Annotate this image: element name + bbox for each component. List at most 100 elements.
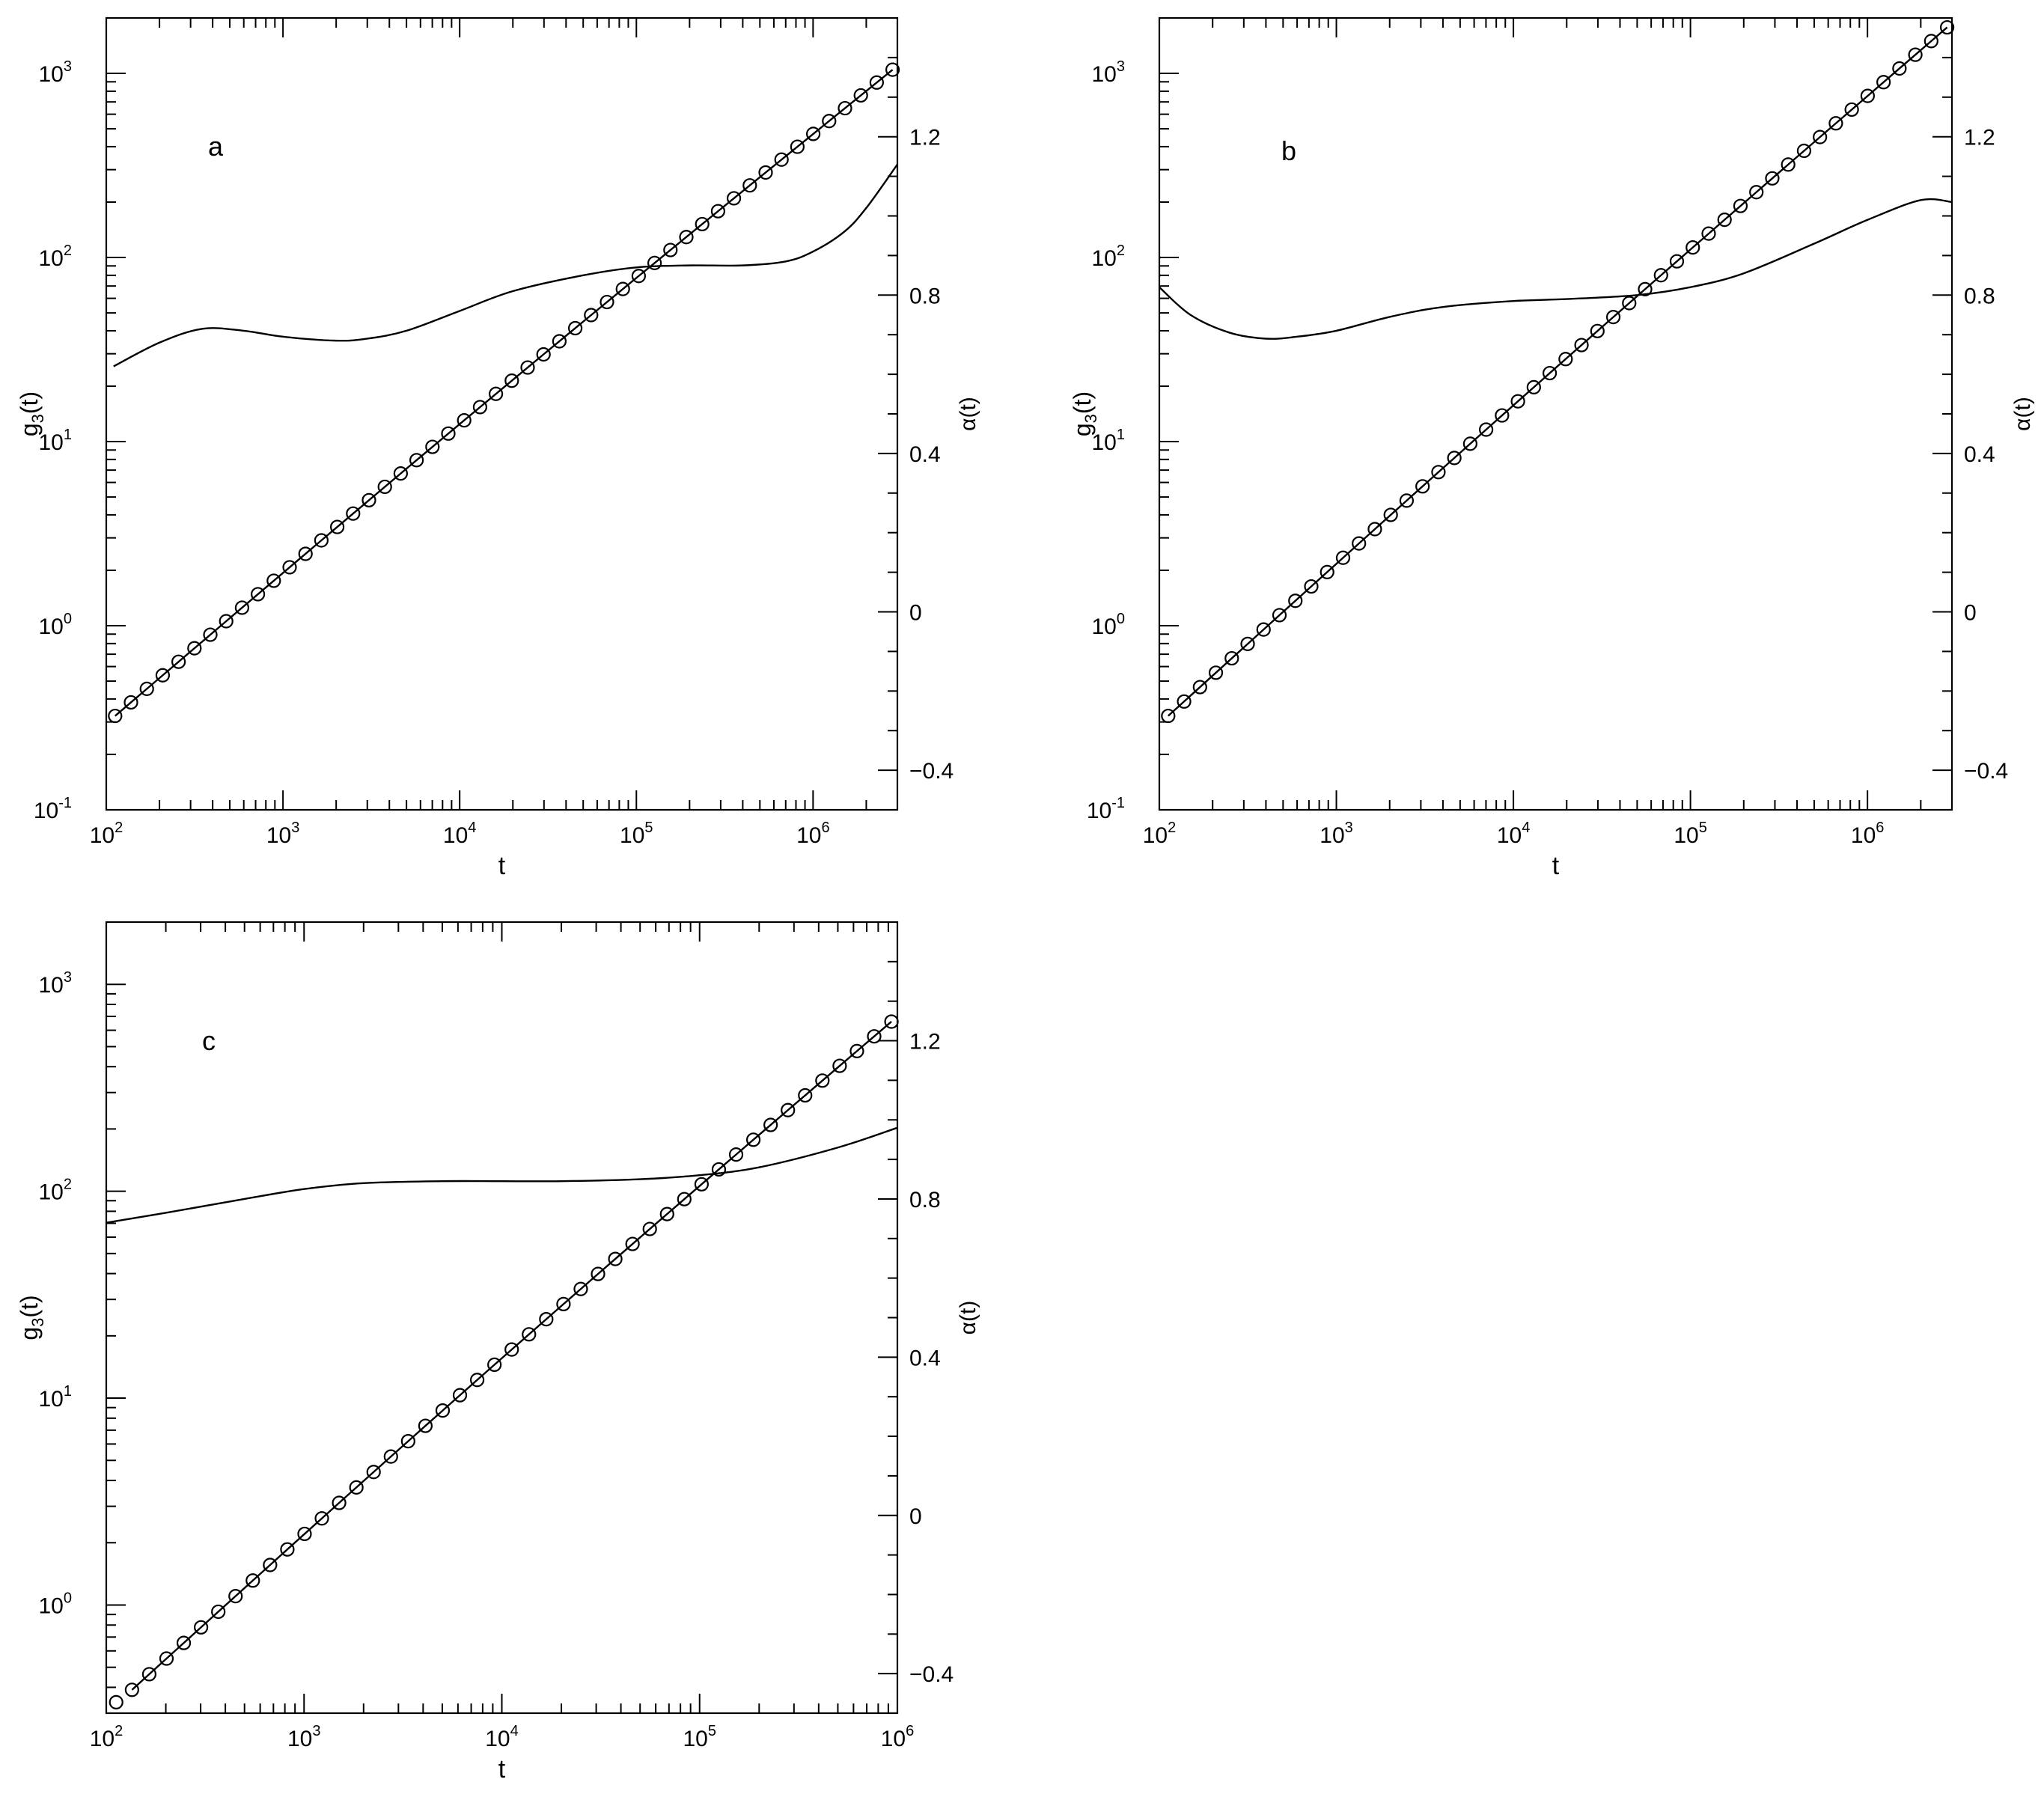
g3-marker [573, 1281, 588, 1296]
g3-marker [1415, 479, 1430, 494]
panel-c: 102 103 104 105 1061001011021031.20.80.40−0.… [16, 921, 980, 1784]
g3-marker [377, 479, 392, 495]
x-tick-label: 103 [1320, 820, 1353, 848]
x-tick-label: 102 [90, 820, 123, 848]
y-tick-label-exponent: 2 [1117, 242, 1125, 259]
g3-marker [1383, 507, 1398, 522]
y-tick-label-exponent: -1 [1111, 795, 1125, 811]
g3-marker [504, 1342, 519, 1357]
g3-marker [211, 1604, 226, 1620]
g3-marker [1733, 198, 1748, 213]
y-tick-label-base: 10 [34, 799, 58, 823]
x-tick-label: 106 [796, 820, 830, 848]
y-tick-label-exponent: 3 [64, 58, 72, 75]
x-tick-label-exponent: 6 [1876, 820, 1884, 836]
g3-marker [536, 347, 551, 362]
y-tick-label: 103 [39, 58, 73, 87]
x-tick-label: 106 [1851, 820, 1885, 848]
g3-marker [193, 1620, 209, 1635]
x-tick-label: 103 [266, 820, 300, 848]
g3-fit-line [1168, 26, 1948, 717]
g3-marker [346, 506, 361, 521]
g3-marker [608, 1251, 623, 1266]
alpha-curve [113, 164, 898, 367]
y-tick-label-base: 10 [39, 1180, 64, 1205]
g3-marker [1447, 451, 1462, 466]
x-tick-label: 102 [1143, 820, 1177, 848]
x-tick-label-base: 10 [266, 823, 291, 848]
g3-marker [1240, 636, 1255, 651]
g3-marker [781, 1102, 796, 1117]
plot-frame [105, 921, 899, 1715]
g3-marker [520, 360, 535, 375]
g3-marker [679, 230, 694, 245]
g3-marker [1177, 694, 1192, 709]
g3-fit-line [131, 1021, 892, 1691]
y-tick-label-exponent: 1 [1117, 427, 1125, 443]
g3-marker [805, 126, 821, 141]
g3-marker [263, 1558, 278, 1572]
x-tick-label-base: 10 [683, 1727, 708, 1751]
y-axis-label-subscript: 3 [28, 1318, 47, 1327]
g3-marker [1590, 323, 1605, 338]
g3-marker [124, 1682, 139, 1697]
g3-marker [1352, 536, 1367, 551]
y-tick-label-exponent: 1 [64, 1383, 72, 1400]
g3-marker [393, 466, 409, 481]
g3-marker [1765, 171, 1780, 186]
g3-marker [647, 255, 662, 270]
g3-marker [280, 1542, 295, 1557]
g3-marker [1161, 708, 1176, 724]
y2-tick-label: 1.2 [1964, 126, 1995, 150]
g3-marker [1272, 608, 1287, 623]
y-tick-label-exponent: 3 [1117, 58, 1125, 75]
g3-marker [774, 152, 789, 167]
g3-marker [726, 191, 742, 206]
x-tick-label-base: 10 [1851, 823, 1876, 848]
g3-marker [642, 1221, 657, 1236]
y2-tick-label: 0 [1964, 601, 1977, 626]
y2-tick-label: −0.4 [909, 1662, 954, 1687]
g3-marker [228, 1589, 243, 1604]
x-tick-label-exponent: 4 [1522, 820, 1530, 836]
g3-marker [314, 533, 329, 548]
y-axis-label-suffix: (t) [16, 391, 43, 414]
g3-marker [1574, 338, 1589, 353]
alpha-curve [1159, 198, 1953, 340]
g3-marker [109, 1694, 123, 1709]
g3-marker [1558, 352, 1573, 367]
g3-marker [1622, 296, 1637, 311]
x-axis-label: t [1552, 852, 1560, 880]
y2-tick-label: −0.4 [909, 759, 954, 784]
g3-marker [314, 1511, 329, 1526]
g3-marker [631, 269, 646, 284]
panel-letter: c [202, 1025, 216, 1056]
g3-marker [1860, 88, 1875, 103]
g3-fit-line [115, 69, 894, 717]
g3-marker [711, 1162, 727, 1177]
g3-marker [1462, 436, 1477, 451]
x-tick-label-base: 10 [90, 823, 115, 848]
g3-marker [659, 1206, 674, 1221]
y-tick-label-base: 10 [39, 614, 64, 639]
g3-marker [869, 75, 884, 90]
g3-marker [400, 1433, 415, 1449]
g3-marker [1304, 579, 1319, 594]
x-tick-label-exponent: 6 [821, 820, 829, 836]
g3-marker [1510, 394, 1525, 409]
x-tick-label-base: 10 [881, 1727, 906, 1751]
g3-marker [625, 1236, 640, 1251]
y2-tick-label: 0.8 [1964, 284, 1995, 308]
g3-marker [1749, 185, 1764, 200]
panel-letter: b [1281, 135, 1296, 166]
g3-marker [251, 587, 266, 602]
y-tick-label-base: 10 [1092, 62, 1117, 87]
g3-marker [266, 573, 281, 588]
g3-marker [745, 1132, 761, 1147]
y-tick-label-exponent: 0 [1117, 611, 1125, 627]
g3-marker [472, 400, 488, 415]
g3-marker [798, 1087, 813, 1103]
y2-tick-label: 0.8 [909, 1188, 941, 1212]
y-axis-label-base: g [1069, 423, 1096, 436]
